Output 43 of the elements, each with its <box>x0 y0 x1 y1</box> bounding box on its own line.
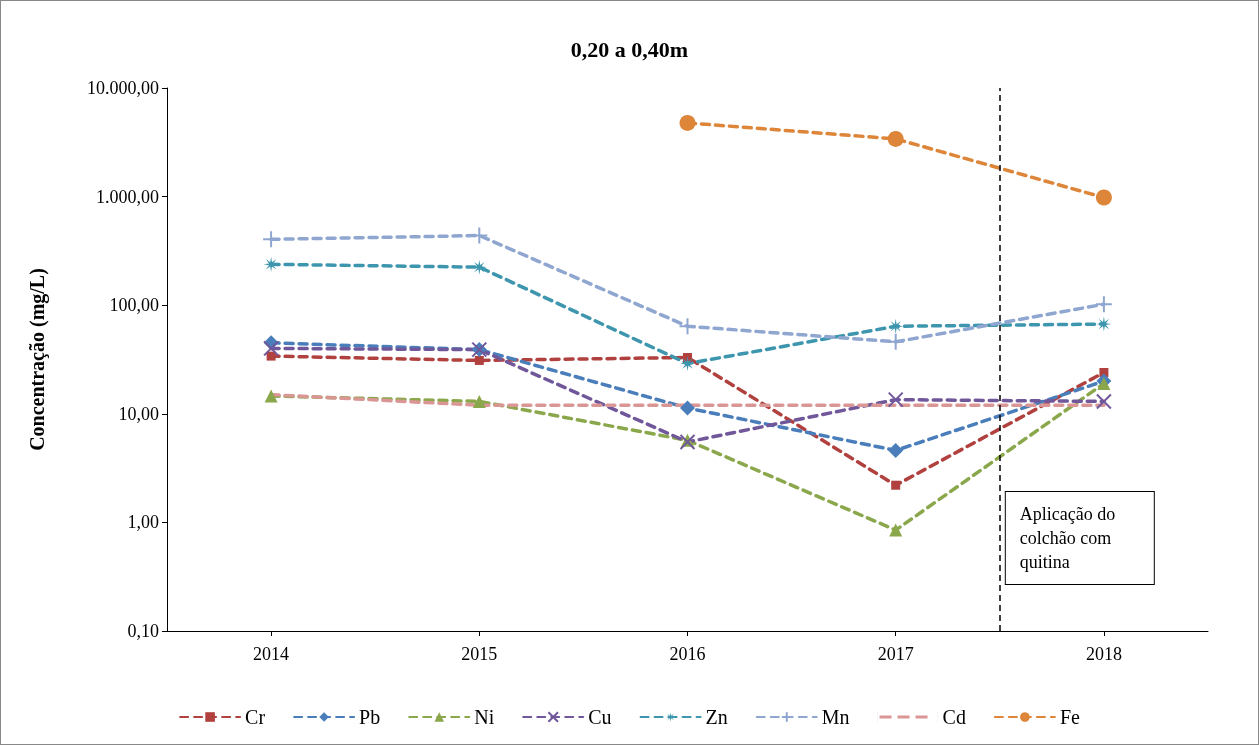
chart-title: 0,20 a 0,40m <box>570 36 689 62</box>
point <box>263 340 280 357</box>
legend-label: Ni <box>474 706 495 728</box>
x-tick-label: 2016 <box>669 644 706 664</box>
point <box>680 356 695 372</box>
point <box>891 480 901 490</box>
point <box>888 442 904 458</box>
point <box>679 114 696 131</box>
point <box>263 256 279 272</box>
y-tick-label: 10.000,00 <box>87 78 159 98</box>
y-axis-title: Concentração (mg/L) <box>26 268 49 451</box>
point <box>887 130 904 147</box>
point <box>264 389 278 403</box>
legend-label: Pb <box>359 706 381 728</box>
point <box>1095 189 1112 206</box>
point <box>888 318 904 334</box>
ref-line-label: Aplicação do colchão com quitina <box>1019 504 1120 572</box>
y-tick-label: 10,00 <box>118 403 159 424</box>
y-tick-label: 1.000,00 <box>96 186 159 207</box>
legend-label: Mn <box>821 706 850 728</box>
legend-label: Cd <box>942 706 966 728</box>
legend-label: Fe <box>1059 706 1081 728</box>
point <box>266 351 276 361</box>
point <box>889 523 903 537</box>
point <box>1094 295 1113 314</box>
x-tick-label: 2015 <box>461 644 498 664</box>
point <box>1097 377 1111 391</box>
point <box>474 355 484 365</box>
x-tick-label: 2014 <box>253 644 290 664</box>
legend-label: Cr <box>245 706 266 728</box>
point <box>680 400 695 416</box>
y-tick-label: 1,00 <box>127 512 159 533</box>
point <box>1095 393 1112 410</box>
point <box>1096 316 1112 332</box>
x-tick-label: 2018 <box>1085 644 1122 664</box>
y-tick-label: 0,10 <box>127 621 159 641</box>
point <box>472 394 486 408</box>
point <box>678 317 697 336</box>
point <box>887 391 904 408</box>
y-tick-label: 100,00 <box>109 295 159 316</box>
legend-label: Cu <box>588 706 612 728</box>
x-tick-label: 2017 <box>877 644 914 664</box>
legend-label: Zn <box>705 706 728 728</box>
